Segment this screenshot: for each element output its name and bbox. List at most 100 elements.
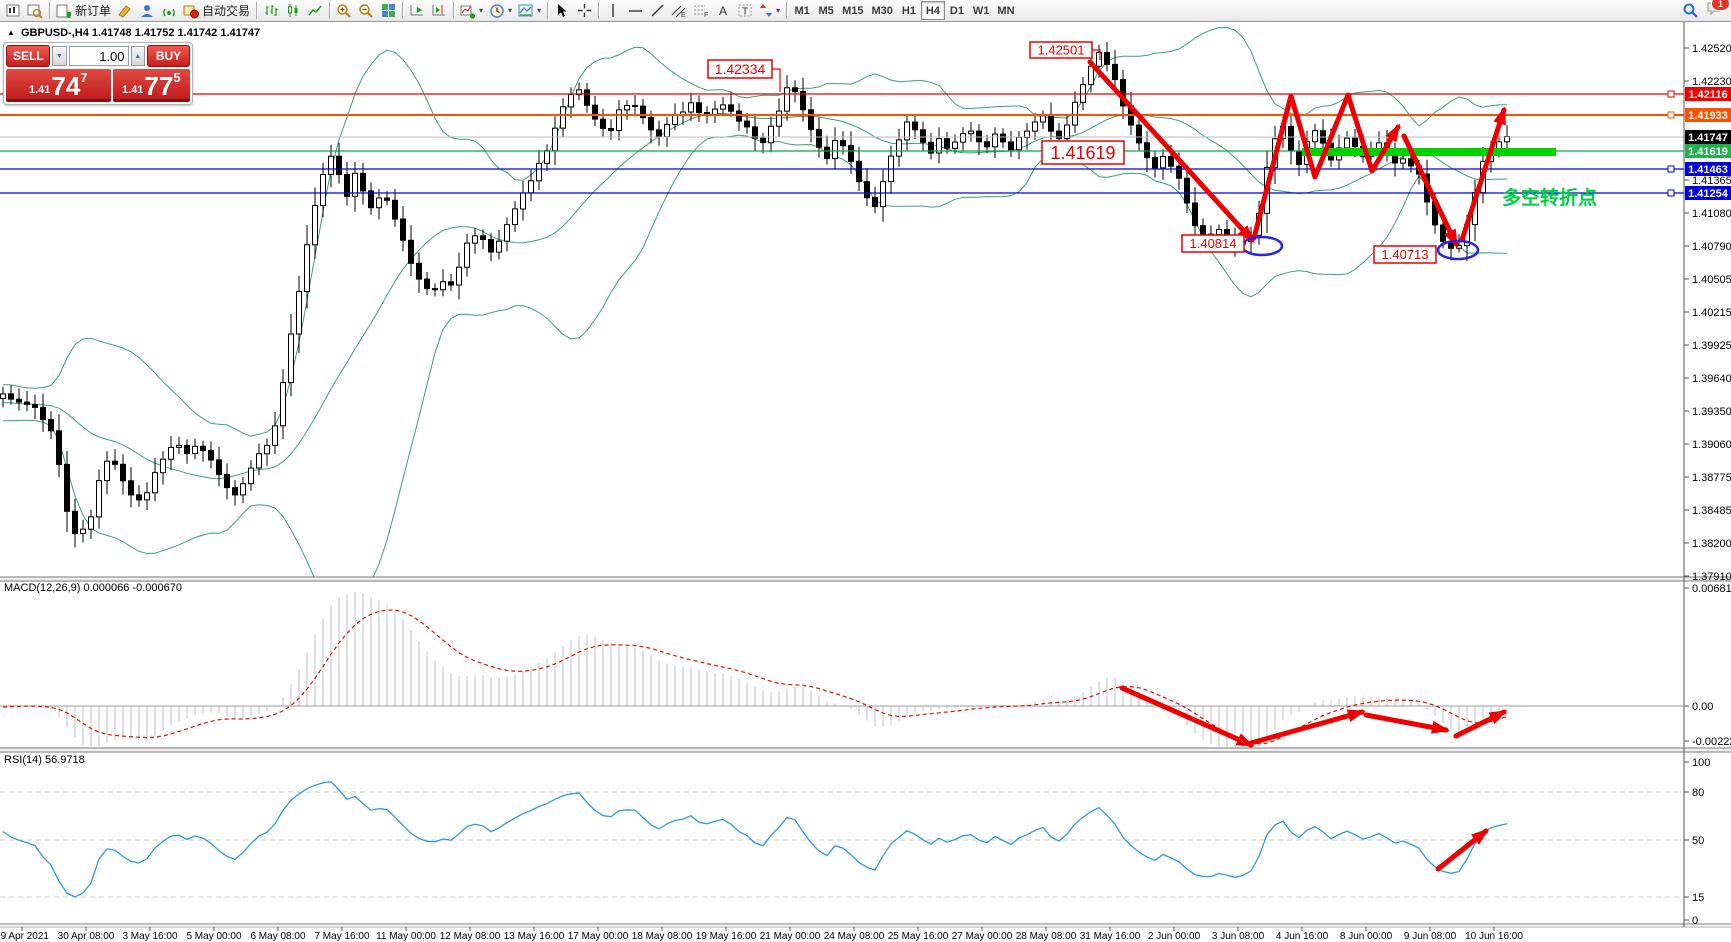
svg-text:1.38775: 1.38775 <box>1692 472 1731 484</box>
chat-icon[interactable]: 1 <box>1706 0 1730 21</box>
svg-text:25 May 16:00: 25 May 16:00 <box>888 931 949 942</box>
trade-panel-controls: SELL ▼ ▲ BUY <box>4 43 192 69</box>
svg-text:1.41747: 1.41747 <box>1688 132 1728 144</box>
svg-text:0.00: 0.00 <box>1692 701 1713 713</box>
svg-text:10 Jun 16:00: 10 Jun 16:00 <box>1465 931 1523 942</box>
buy-price-pip: 5 <box>173 70 181 85</box>
svg-text:13 May 16:00: 13 May 16:00 <box>504 931 565 942</box>
zoom-out-icon[interactable] <box>355 1 377 21</box>
indicators-icon[interactable]: ▾ <box>457 1 486 21</box>
timeframe-W1[interactable]: W1 <box>969 1 994 20</box>
crosshair-icon[interactable] <box>573 1 595 21</box>
svg-text:29 Apr 2021: 29 Apr 2021 <box>0 931 49 942</box>
sell-price-prefix: 1.41 <box>28 84 51 96</box>
profiles-icon[interactable] <box>24 1 46 21</box>
autotrade-button[interactable]: 自动交易 <box>180 1 253 21</box>
sell-button[interactable]: SELL <box>6 45 50 67</box>
fibonacci-icon[interactable]: F <box>690 1 712 21</box>
svg-text:19 May 16:00: 19 May 16:00 <box>696 931 757 942</box>
trendline-icon[interactable] <box>646 1 668 21</box>
timeframe-H4[interactable]: H4 <box>920 1 945 20</box>
analyst-annotations: 1.42334 1.42501 1.41619 1.40814 1.40713 多空转折点 <box>707 41 1597 872</box>
toolbar-separator <box>453 2 455 19</box>
new-chart-icon[interactable] <box>2 1 24 21</box>
svg-text:1.40215: 1.40215 <box>1692 307 1731 319</box>
rsi-indicator-title: RSI(14) 56.9718 <box>4 754 85 766</box>
timeframe-M5[interactable]: M5 <box>814 1 838 20</box>
symbol-period: GBPUSD-,H4 <box>20 27 89 39</box>
shapes-icon[interactable]: ▾ <box>756 1 783 21</box>
toolbar-separator <box>402 2 404 19</box>
svg-text:1.42334: 1.42334 <box>715 61 766 77</box>
svg-text:0: 0 <box>1692 915 1698 927</box>
lot-size-input[interactable] <box>68 46 129 66</box>
svg-text:1.42230: 1.42230 <box>1692 76 1731 88</box>
note-text: 多空转折点 <box>1502 186 1597 209</box>
svg-text:4 Jun 16:00: 4 Jun 16:00 <box>1276 931 1329 942</box>
timeframe-H1[interactable]: H1 <box>897 1 921 20</box>
svg-text:17 May 00:00: 17 May 00:00 <box>568 931 629 942</box>
svg-text:1.39640: 1.39640 <box>1692 373 1731 385</box>
svg-text:1.40505: 1.40505 <box>1692 274 1731 286</box>
timeframe-D1[interactable]: D1 <box>945 1 969 20</box>
sell-price[interactable]: 1.41 74 7 <box>6 69 111 102</box>
svg-text:31 May 16:00: 31 May 16:00 <box>1080 931 1141 942</box>
toolbar-separator <box>786 2 788 19</box>
timeframe-M30[interactable]: M30 <box>868 1 897 20</box>
new-order-button[interactable]: 新订单 <box>53 1 114 21</box>
toolbar-right-group: 1 <box>1679 0 1730 21</box>
svg-text:8 Jun 00:00: 8 Jun 00:00 <box>1340 931 1393 942</box>
collapse-triangle-icon[interactable]: ▲ <box>7 28 15 37</box>
label-icon[interactable]: T <box>734 1 756 21</box>
toolbar: 新订单 自动交易 <box>0 0 1731 22</box>
styler-icon[interactable] <box>114 1 136 21</box>
svg-text:1.41365: 1.41365 <box>1692 175 1731 187</box>
lot-decrease-button[interactable]: ▼ <box>52 46 67 66</box>
channel-icon[interactable]: E <box>668 1 690 21</box>
svg-text:1.38200: 1.38200 <box>1692 538 1731 550</box>
cursor-icon[interactable] <box>551 1 573 21</box>
horizontal-line-icon[interactable] <box>624 1 646 21</box>
one-click-trading-panel: SELL ▼ ▲ BUY 1.41 74 7 1.41 77 5 <box>3 42 193 105</box>
svg-text:-0.002227: -0.002227 <box>1692 736 1731 748</box>
buy-button[interactable]: BUY <box>147 45 190 67</box>
timeframe-M1[interactable]: M1 <box>790 1 814 20</box>
svg-text:1.42520: 1.42520 <box>1692 43 1731 55</box>
buy-price-big: 77 <box>144 71 174 101</box>
ohlc-values: 1.41748 1.41752 1.41742 1.41747 <box>91 27 261 39</box>
bar-chart-icon[interactable] <box>260 1 282 21</box>
price-axis: 1.42520 1.42230 1.41365 1.41080 1.40790 1.405… <box>1684 43 1731 927</box>
svg-text:50: 50 <box>1692 835 1704 847</box>
timeframe-M15[interactable]: M15 <box>838 1 867 20</box>
buy-price[interactable]: 1.41 77 5 <box>112 69 190 102</box>
templates-icon[interactable]: ▾ <box>515 1 544 21</box>
toolbar-separator <box>49 2 50 19</box>
periods-icon[interactable]: ▾ <box>486 1 515 21</box>
zoom-in-icon[interactable] <box>333 1 355 21</box>
dropdown-caret: ▾ <box>479 5 484 15</box>
toolbar-separator <box>256 2 258 19</box>
auto-scroll-icon[interactable] <box>406 1 428 21</box>
candlestick-icon[interactable] <box>282 1 304 21</box>
community-icon[interactable] <box>136 1 158 21</box>
symbol-header: ▲ GBPUSD-,H4 1.41748 1.41752 1.41742 1.4… <box>7 27 260 39</box>
chart-shift-icon[interactable] <box>428 1 450 21</box>
svg-text:E: E <box>681 12 686 18</box>
svg-text:F: F <box>704 12 708 18</box>
search-icon[interactable] <box>1679 1 1702 21</box>
line-chart-icon[interactable] <box>304 1 326 21</box>
svg-text:1.41619: 1.41619 <box>1050 143 1115 163</box>
trade-panel-prices: 1.41 74 7 1.41 77 5 <box>4 69 192 104</box>
svg-text:11 May 00:00: 11 May 00:00 <box>376 931 436 942</box>
svg-text:28 May 08:00: 28 May 08:00 <box>1016 931 1077 942</box>
text-icon[interactable]: A <box>712 1 734 21</box>
vertical-line-icon[interactable] <box>602 1 624 21</box>
timeframe-MN[interactable]: MN <box>993 1 1018 20</box>
signals-icon[interactable] <box>158 1 180 21</box>
tile-windows-icon[interactable] <box>377 1 399 21</box>
svg-text:1.40814: 1.40814 <box>1190 236 1237 251</box>
lot-increase-button[interactable]: ▲ <box>130 46 146 66</box>
svg-text:1.38485: 1.38485 <box>1692 505 1731 517</box>
autotrade-label: 自动交易 <box>202 4 251 18</box>
